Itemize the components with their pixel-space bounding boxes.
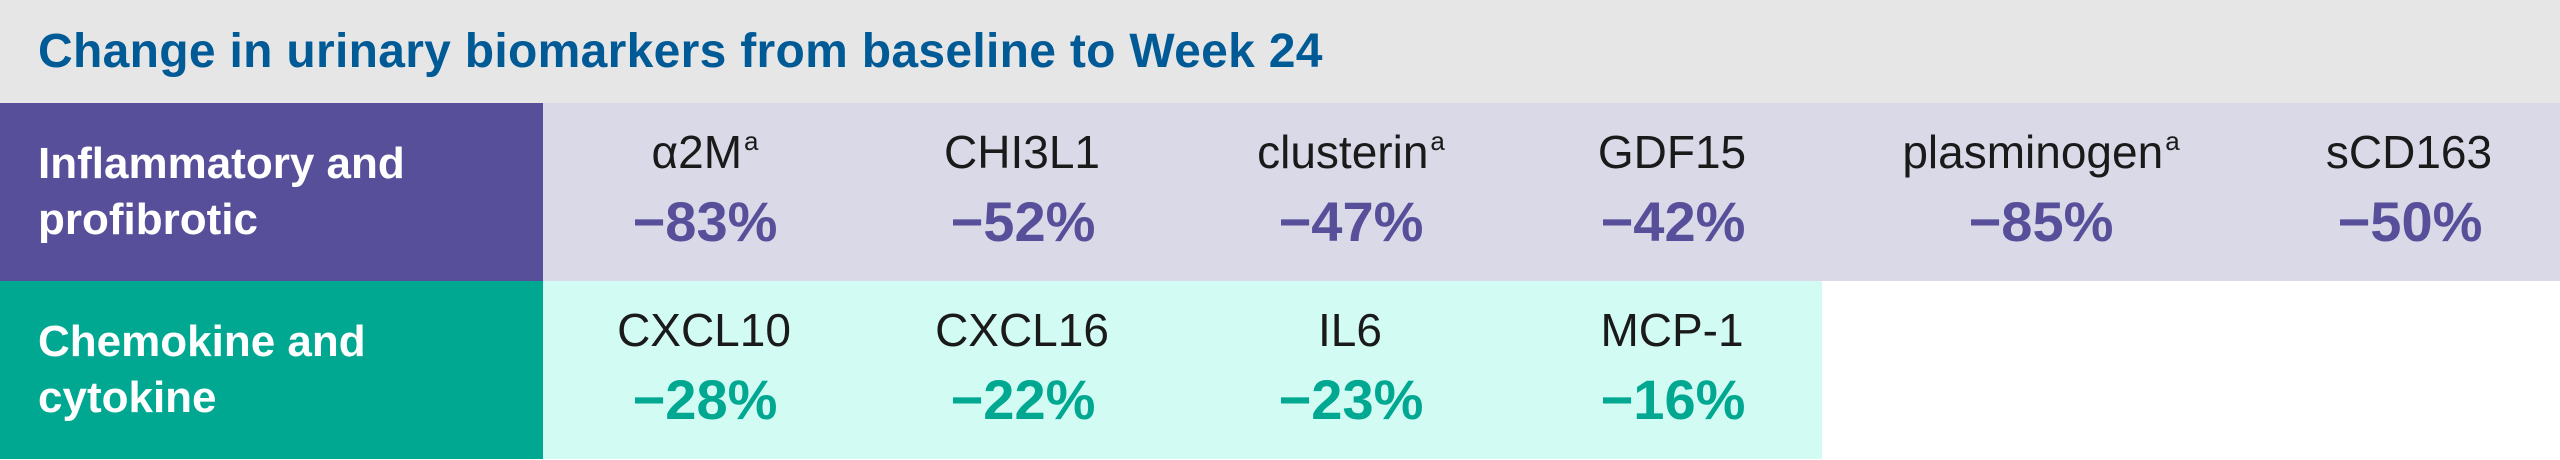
marker-change-value: −42% xyxy=(1600,190,1746,253)
footnote-marker: a xyxy=(744,126,759,156)
marker-cells-chemokine: CXCL10 −28% CXCL16 −22% IL6 −23% MCP-1 −… xyxy=(543,281,1822,459)
marker-name: GDF15 xyxy=(1597,126,1747,178)
marker-cell-chi3l1: CHI3L1 −52% xyxy=(873,103,1173,281)
marker-change-value: −28% xyxy=(632,368,778,431)
marker-change-value: −83% xyxy=(632,190,778,253)
marker-cell-a2m: α2Ma −83% xyxy=(555,103,855,281)
marker-name: CXCL16 xyxy=(935,304,1109,356)
marker-name: sCD163 xyxy=(2325,126,2493,178)
marker-cell-cxcl10: CXCL10 −28% xyxy=(555,281,855,459)
marker-name: MCP-1 xyxy=(1600,304,1744,356)
marker-cell-il6: IL6 −23% xyxy=(1201,281,1501,459)
footnote-marker: a xyxy=(1430,126,1445,156)
title-bar: Change in urinary biomarkers from baseli… xyxy=(0,0,2560,103)
marker-name: clusterina xyxy=(1257,126,1445,178)
row-label-text: Inflammatory and profibrotic xyxy=(38,139,405,244)
marker-name: IL6 xyxy=(1318,304,1382,356)
marker-cell-gdf15: GDF15 −42% xyxy=(1523,103,1823,281)
marker-cell-mcp1: MCP-1 −16% xyxy=(1523,281,1823,459)
row-inflammatory-profibrotic: Inflammatory and profibrotic α2Ma −83% C… xyxy=(0,103,2560,281)
row-chemokine-cytokine: Chemokine and cytokine CXCL10 −28% CXCL1… xyxy=(0,281,1822,459)
marker-name: α2Ma xyxy=(651,126,759,178)
marker-cell-plasminogen: plasminogena −85% xyxy=(1891,103,2191,281)
row-label-chemokine: Chemokine and cytokine xyxy=(0,281,543,459)
marker-change-value: −23% xyxy=(1278,368,1424,431)
footnote-marker: a xyxy=(2165,126,2180,156)
marker-name: CHI3L1 xyxy=(944,126,1100,178)
marker-cells-inflammatory: α2Ma −83% CHI3L1 −52% clusterina −47% GD… xyxy=(543,103,2560,281)
marker-name: CXCL10 xyxy=(617,304,791,356)
marker-cell-scd163: sCD163 −50% xyxy=(2260,103,2560,281)
marker-change-value: −16% xyxy=(1600,368,1746,431)
marker-change-value: −52% xyxy=(950,190,1096,253)
marker-change-value: −50% xyxy=(2337,190,2483,253)
row-label-text: Chemokine and cytokine xyxy=(38,317,366,422)
marker-cell-clusterin: clusterina −47% xyxy=(1201,103,1501,281)
marker-name: plasminogena xyxy=(1902,126,2180,178)
marker-cell-cxcl16: CXCL16 −22% xyxy=(873,281,1173,459)
marker-change-value: −47% xyxy=(1278,190,1424,253)
row-label-inflammatory: Inflammatory and profibrotic xyxy=(0,103,543,281)
marker-change-value: −85% xyxy=(1968,190,2114,253)
marker-change-value: −22% xyxy=(950,368,1096,431)
page-title: Change in urinary biomarkers from baseli… xyxy=(38,25,1323,78)
